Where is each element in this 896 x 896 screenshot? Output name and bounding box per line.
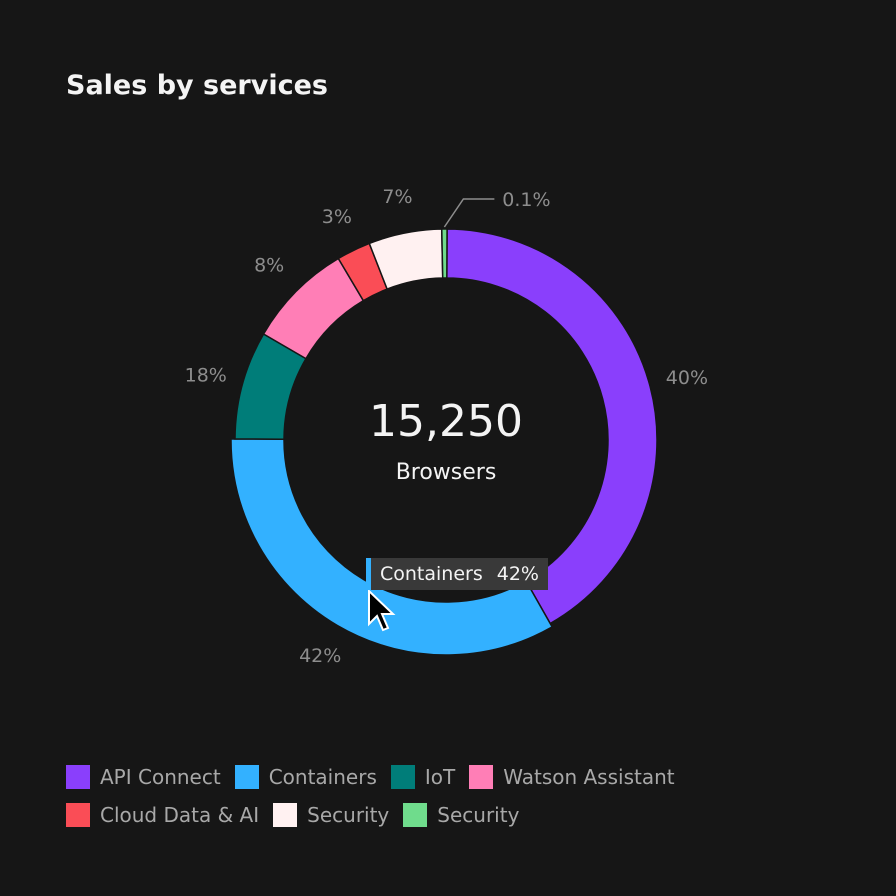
legend-label: Watson Assistant [503, 765, 675, 789]
slice-label: 42% [299, 645, 341, 667]
legend-item[interactable]: Cloud Data & AI [66, 803, 259, 827]
tooltip-value: 42% [496, 563, 539, 585]
donut-slice[interactable] [440, 228, 448, 279]
tooltip: Containers 42% [366, 558, 548, 590]
legend-swatch [273, 803, 298, 827]
slice-label: 8% [254, 255, 284, 277]
legend-label: Security [307, 803, 390, 827]
slice-label: 40% [666, 367, 708, 389]
donut-slice[interactable] [230, 438, 554, 656]
slice-label: 0.1% [502, 189, 550, 211]
center-value: 15,250 [369, 396, 523, 447]
legend-item[interactable]: Security [273, 803, 389, 827]
legend-item[interactable]: IoT [390, 765, 456, 789]
legend: API Connect Containers IoT Watson Assistant… [66, 765, 746, 841]
tooltip-label: Containers [380, 563, 483, 585]
slice-label: 3% [322, 206, 352, 228]
legend-item[interactable]: Containers [234, 765, 377, 789]
legend-label: Containers [268, 765, 377, 789]
legend-label: API Connect [100, 765, 221, 789]
legend-swatch [66, 803, 90, 827]
legend-swatch [403, 803, 428, 827]
chart-title: Sales by services [66, 70, 328, 101]
legend-label: IoT [424, 765, 456, 789]
legend-label: Cloud Data & AI [100, 803, 260, 827]
legend-swatch [390, 765, 415, 789]
legend-item[interactable]: API Connect [66, 765, 221, 789]
legend-label: Security [437, 803, 520, 827]
label-leader-line [443, 198, 495, 228]
legend-swatch [234, 765, 259, 789]
center-label: Browsers [395, 460, 497, 485]
donut-slice[interactable] [446, 228, 658, 625]
legend-item[interactable]: Watson Assistant [469, 765, 675, 789]
legend-swatch [469, 765, 494, 789]
mouse-pointer-icon [368, 590, 396, 632]
slice-label: 18% [185, 365, 227, 387]
slice-label: 7% [382, 186, 412, 208]
legend-item[interactable]: Security [403, 803, 519, 827]
tooltip-color-bar [366, 558, 371, 590]
legend-swatch [66, 765, 90, 789]
